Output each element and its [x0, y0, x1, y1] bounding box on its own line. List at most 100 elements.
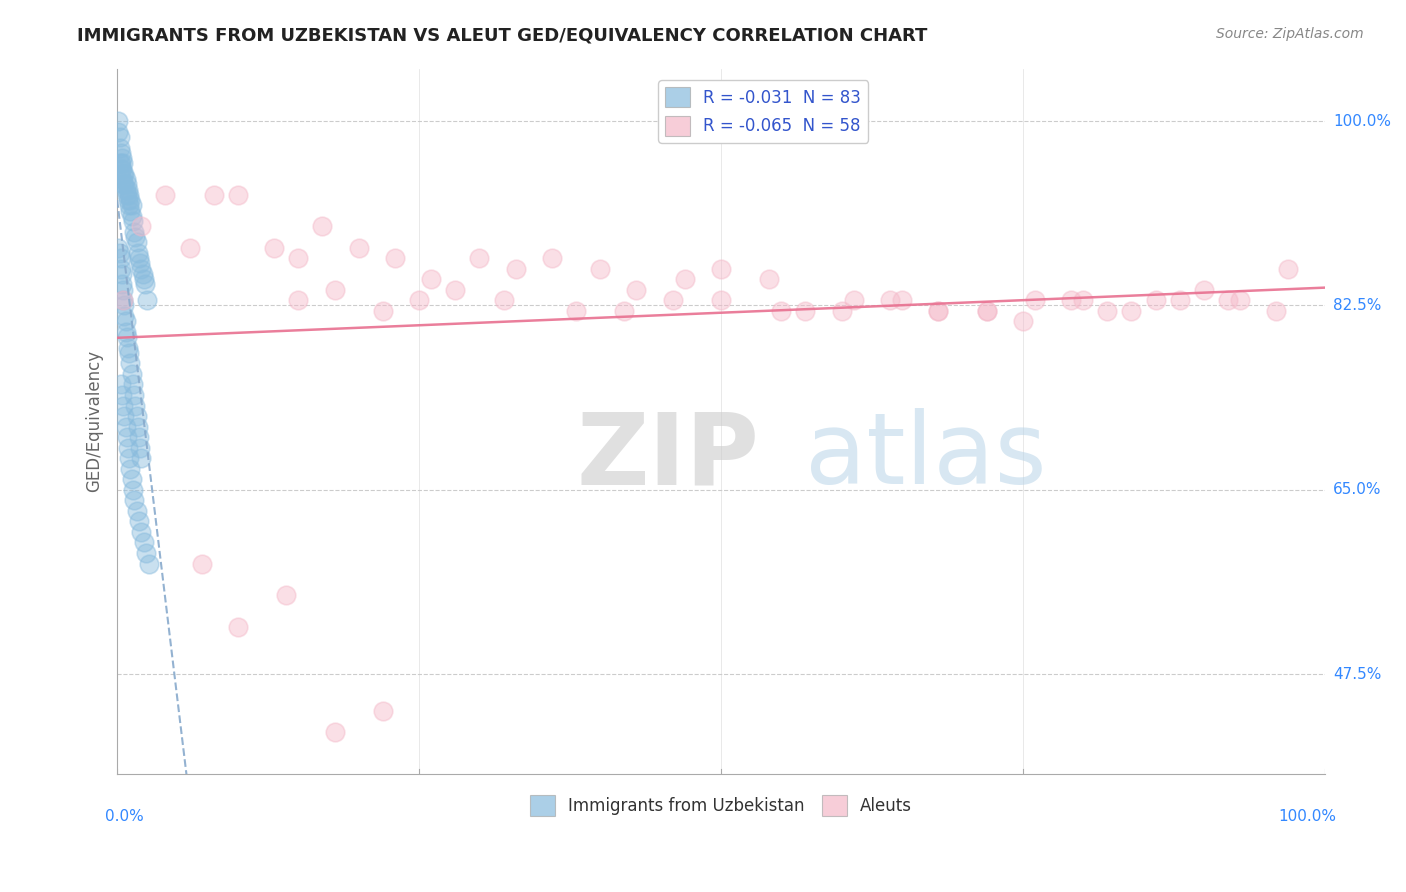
- Point: [770, 303, 793, 318]
- Point: [128, 515, 150, 529]
- Point: [108, 140, 131, 154]
- Point: [121, 209, 143, 223]
- Point: [128, 251, 150, 265]
- Point: [111, 161, 134, 176]
- Point: [110, 145, 132, 160]
- Point: [202, 187, 225, 202]
- Point: [879, 293, 901, 308]
- Point: [1024, 293, 1046, 308]
- Point: [121, 367, 143, 381]
- Point: [125, 235, 148, 250]
- Point: [927, 303, 949, 318]
- Point: [311, 219, 333, 234]
- Point: [107, 241, 129, 255]
- Point: [108, 156, 131, 170]
- Point: [263, 241, 285, 255]
- Point: [842, 293, 865, 308]
- Point: [114, 314, 136, 328]
- Point: [276, 588, 298, 602]
- Point: [226, 620, 249, 634]
- Point: [122, 214, 145, 228]
- Point: [155, 187, 177, 202]
- Point: [114, 298, 136, 312]
- Point: [117, 193, 139, 207]
- Text: 100.0%: 100.0%: [1333, 113, 1391, 128]
- Point: [120, 193, 142, 207]
- Point: [1216, 293, 1239, 308]
- Point: [114, 167, 136, 181]
- Point: [420, 272, 443, 286]
- Point: [976, 303, 998, 318]
- Point: [758, 272, 780, 286]
- Point: [1011, 314, 1033, 328]
- Point: [110, 161, 132, 176]
- Point: [121, 198, 143, 212]
- Point: [112, 293, 135, 308]
- Point: [371, 303, 394, 318]
- Point: [131, 261, 153, 276]
- Point: [891, 293, 914, 308]
- Point: [115, 330, 138, 344]
- Text: 100.0%: 100.0%: [1278, 809, 1337, 824]
- Point: [626, 283, 648, 297]
- Point: [111, 172, 134, 186]
- Point: [831, 303, 853, 318]
- Point: [287, 251, 309, 265]
- Point: [226, 187, 249, 202]
- Point: [134, 277, 156, 292]
- Point: [136, 293, 159, 308]
- Point: [118, 198, 141, 212]
- Point: [112, 167, 135, 181]
- Point: [111, 267, 134, 281]
- Point: [135, 546, 157, 560]
- Point: [1060, 293, 1083, 308]
- Point: [114, 325, 136, 339]
- Point: [110, 251, 132, 265]
- Point: [125, 504, 148, 518]
- Point: [115, 178, 138, 192]
- Point: [118, 187, 141, 202]
- Point: [117, 341, 139, 355]
- Point: [131, 451, 153, 466]
- Point: [110, 377, 132, 392]
- Point: [710, 261, 733, 276]
- Point: [118, 346, 141, 360]
- Point: [661, 293, 683, 308]
- Point: [114, 309, 136, 323]
- Point: [1071, 293, 1094, 308]
- Point: [111, 388, 134, 402]
- Point: [927, 303, 949, 318]
- Point: [1121, 303, 1143, 318]
- Point: [125, 409, 148, 423]
- Point: [976, 303, 998, 318]
- Point: [114, 172, 136, 186]
- Point: [108, 130, 131, 145]
- Point: [112, 283, 135, 297]
- Point: [138, 557, 160, 571]
- Point: [127, 245, 149, 260]
- Point: [131, 219, 153, 234]
- Point: [673, 272, 696, 286]
- Point: [128, 430, 150, 444]
- Point: [1144, 293, 1167, 308]
- Point: [115, 187, 138, 202]
- Point: [122, 225, 145, 239]
- Point: [120, 356, 142, 370]
- Point: [794, 303, 817, 318]
- Text: 0.0%: 0.0%: [105, 809, 143, 824]
- Point: [589, 261, 612, 276]
- Point: [112, 156, 135, 170]
- Text: atlas: atlas: [806, 409, 1047, 505]
- Point: [565, 303, 588, 318]
- Y-axis label: GED/Equivalency: GED/Equivalency: [86, 351, 103, 492]
- Point: [124, 399, 146, 413]
- Point: [1229, 293, 1251, 308]
- Point: [112, 178, 135, 192]
- Point: [371, 704, 394, 718]
- Point: [111, 151, 134, 165]
- Text: IMMIGRANTS FROM UZBEKISTAN VS ALEUT GED/EQUIVALENCY CORRELATION CHART: IMMIGRANTS FROM UZBEKISTAN VS ALEUT GED/…: [77, 27, 928, 45]
- Point: [613, 303, 636, 318]
- Point: [114, 419, 136, 434]
- Point: [132, 535, 155, 549]
- Point: [118, 451, 141, 466]
